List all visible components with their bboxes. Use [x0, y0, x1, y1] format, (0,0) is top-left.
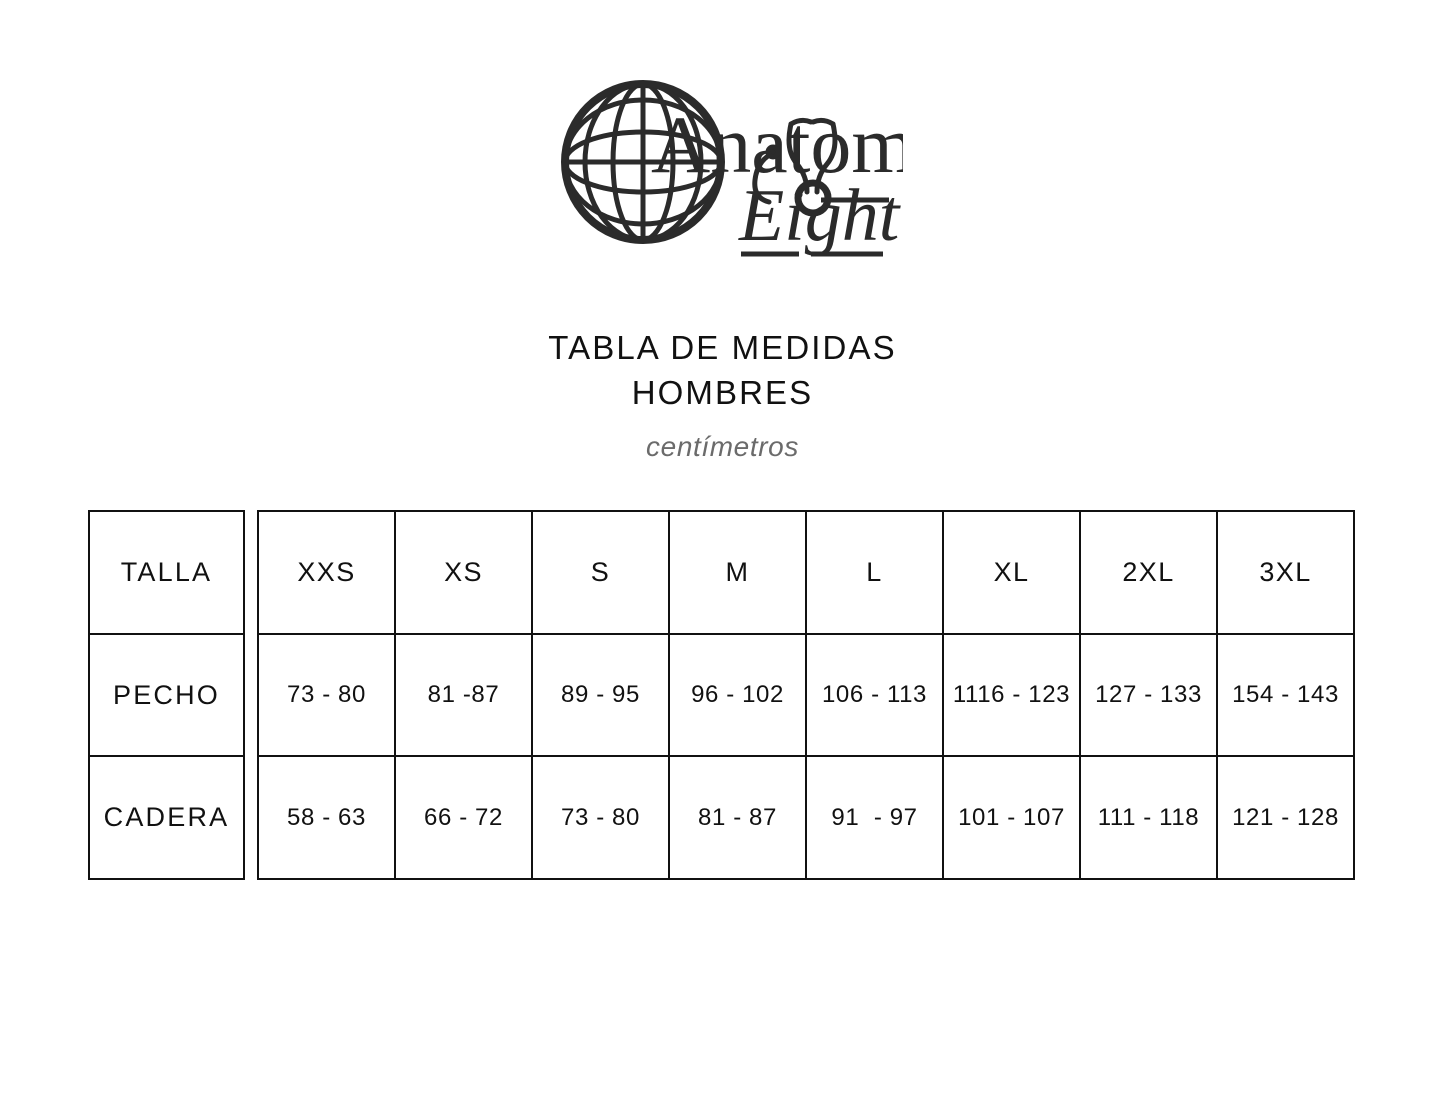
- size-header-xl: XL: [944, 512, 1081, 633]
- size-header-m: M: [670, 512, 807, 633]
- pecho-3xl: 154 - 143: [1232, 681, 1339, 708]
- measurements-grid: XXS XS S M L XL 2XL 3XL 73 - 80 81 -87 8…: [257, 510, 1355, 880]
- size-header-xxs: XXS: [259, 512, 396, 633]
- pecho-xs: 81 -87: [396, 634, 533, 756]
- size-header-s: S: [533, 512, 670, 633]
- column-gap: [245, 510, 257, 880]
- pecho-l: 106 - 113: [807, 634, 944, 756]
- svg-text:Anatomy: Anatomy: [651, 99, 903, 190]
- cadera-3xl: 121 - 128: [1232, 803, 1339, 831]
- cadera-m: 81 - 87: [670, 757, 807, 879]
- page-title-line-1: TABLA DE MEDIDAS: [548, 329, 897, 366]
- size-header-2xl: 2XL: [1081, 512, 1218, 633]
- cadera-l: 91 - 97: [807, 757, 944, 879]
- size-header-l: L: [807, 512, 944, 633]
- table-row-cadera: 58 - 63 66 - 72 73 - 80 81 - 87 91 - 97 …: [259, 757, 1353, 879]
- page-title-line-2: HOMBRES: [631, 374, 814, 411]
- pecho-m: 96 - 102: [670, 634, 807, 756]
- pecho-2xl: 127 - 133: [1081, 634, 1218, 756]
- pecho-xl: 1116 - 123: [944, 634, 1081, 756]
- globe-stethoscope-logo: Anatomy Eight: [560, 80, 903, 257]
- size-chart: TALLA PECHO CADERA XXS XS S M L XL 2XL 3…: [88, 510, 1355, 880]
- table-row-pecho: 73 - 80 81 -87 89 - 95 96 - 102 106 - 11…: [259, 634, 1353, 758]
- row-label-column: TALLA PECHO CADERA: [88, 510, 245, 880]
- size-header-row: XXS XS S M L XL 2XL 3XL: [259, 512, 1353, 635]
- cadera-2xl: 111 - 118: [1081, 757, 1218, 879]
- cadera-xl: 101 - 107: [944, 757, 1081, 879]
- cadera-s: 73 - 80: [533, 757, 670, 879]
- cadera-xs: 66 - 72: [396, 757, 533, 879]
- pecho-xxs: 73 - 80: [259, 634, 396, 756]
- units-subtitle: centímetros: [646, 431, 799, 462]
- size-header-xs: XS: [396, 512, 533, 633]
- brand-logo: Anatomy Eight: [0, 72, 1445, 272]
- row-label-header: TALLA: [90, 512, 243, 635]
- size-header-3xl: 3XL: [1259, 556, 1312, 587]
- title-block: TABLA DE MEDIDAS HOMBRES centímetros: [0, 325, 1445, 463]
- pecho-s: 89 - 95: [533, 634, 670, 756]
- row-label-cadera: CADERA: [103, 802, 230, 833]
- cadera-xxs: 58 - 63: [259, 757, 396, 879]
- svg-text:Eight: Eight: [738, 175, 902, 257]
- row-label-pecho: PECHO: [90, 635, 243, 758]
